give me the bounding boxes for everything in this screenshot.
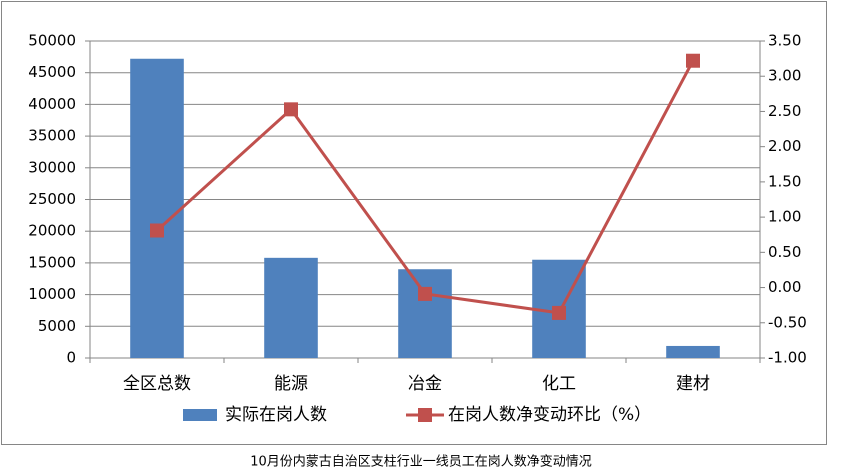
- y-tick-label: 30000: [28, 158, 76, 176]
- bar: [666, 345, 720, 358]
- marker: [284, 102, 298, 117]
- y2-tick-label: 2.00: [768, 137, 801, 155]
- chart-frame: [1, 1, 827, 445]
- x-tick-label: 建材: [676, 374, 710, 394]
- y2-tick-label: 3.00: [768, 67, 801, 85]
- bar: [264, 257, 318, 358]
- y-tick-label: 40000: [28, 95, 76, 113]
- legend-swatch: [183, 409, 217, 421]
- marker: [418, 286, 432, 301]
- x-tick-label: 全区总数: [123, 374, 191, 394]
- y2-tick-label: 3.50: [768, 32, 801, 50]
- y2-tick-label: -1.00: [768, 349, 807, 367]
- bar: [398, 269, 452, 358]
- y-tick-label: 25000: [28, 190, 76, 208]
- y-tick-label: 10000: [28, 285, 76, 303]
- y2-tick-label: 0.00: [768, 278, 801, 296]
- y-tick-label: 45000: [28, 63, 76, 81]
- y-tick-label: 0: [66, 349, 76, 367]
- y2-tick-label: 1.00: [768, 208, 801, 226]
- y2-tick-label: 2.50: [768, 102, 801, 120]
- x-tick-label: 冶金: [408, 374, 442, 394]
- legend-label: 实际在岗人数: [225, 405, 327, 425]
- legend-swatch: [418, 408, 432, 422]
- y-tick-label: 5000: [38, 317, 76, 335]
- chart-title: 10月份内蒙古自治区支柱行业一线员工在岗人数净变动情况: [250, 454, 592, 470]
- marker: [150, 223, 164, 238]
- marker: [686, 53, 700, 68]
- y2-tick-label: 1.50: [768, 172, 801, 190]
- bar: [130, 58, 184, 358]
- marker: [552, 305, 566, 320]
- x-tick-label: 能源: [274, 374, 308, 394]
- y2-tick-label: -0.50: [768, 313, 807, 331]
- y-tick-label: 15000: [28, 253, 76, 271]
- y-tick-label: 50000: [28, 32, 76, 50]
- y-tick-label: 20000: [28, 222, 76, 240]
- x-tick-label: 化工: [542, 374, 576, 394]
- y2-tick-label: 0.50: [768, 243, 801, 261]
- legend-label: 在岗人数净变动环比（%）: [448, 405, 651, 425]
- y-tick-label: 35000: [28, 127, 76, 145]
